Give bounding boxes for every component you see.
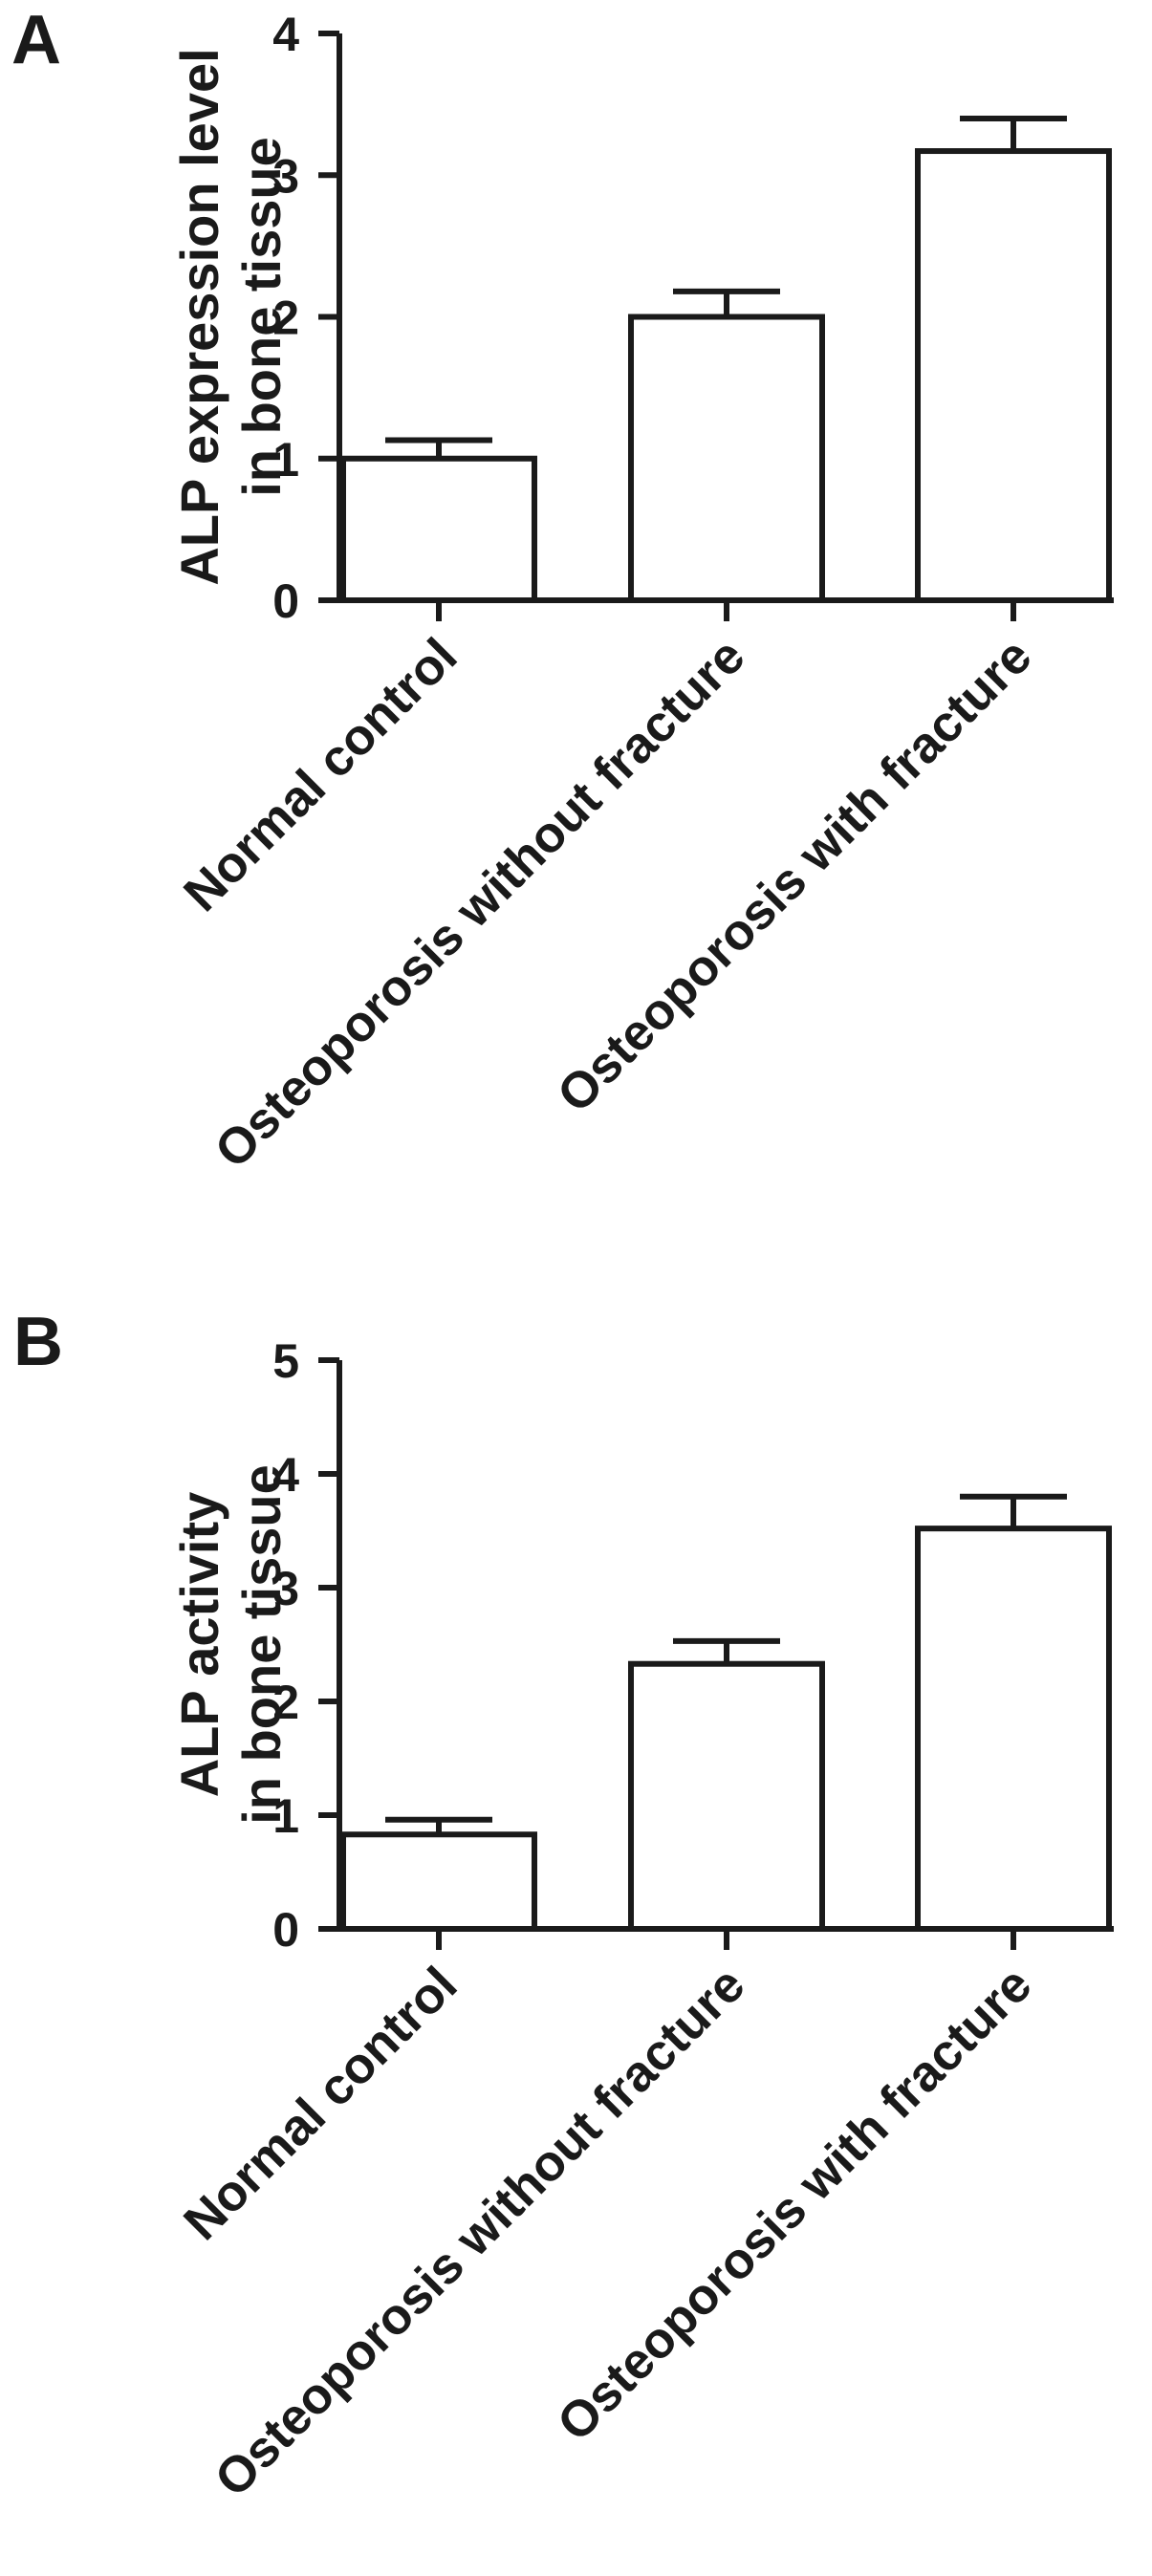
panel-a-y-axis-label: in bone tissue [231,137,292,497]
panel-a-y-axis-label: ALP expression level [169,48,229,585]
panel-b-y-tick-label: 3 [272,1562,299,1615]
panel-b-y-tick-label: 5 [272,1334,299,1388]
panel-b-bar [915,1526,1112,1932]
panel-b-y-axis-label: ALP activity [169,1492,229,1798]
panel-b-y-tick-label: 2 [272,1676,299,1729]
panel-a-bar [915,148,1112,604]
panel-a-y-tick-label: 2 [272,292,299,345]
panel-b-category-label: Normal control [173,1957,467,2251]
panel-a-category-label: Osteoporosis without fracture [205,628,756,1180]
panel-b-y-tick-label: 0 [272,1903,299,1957]
panel-a-y-tick-label: 4 [272,8,299,61]
panel-a-bar [340,455,537,603]
panel-b-y-axis-label: in bone tissue [231,1464,292,1825]
panel-b-category-label: Osteoporosis with fracture [547,1957,1043,2453]
panel-a-bar [628,314,825,603]
panel-a-y-tick-label: 0 [272,574,299,628]
panel-b-y-tick-label: 4 [272,1448,299,1502]
panel-a-y-tick-label: 3 [272,149,299,203]
panel-a-letter: A [11,2,61,78]
panel-a-category-label: Osteoporosis with fracture [547,628,1043,1124]
panel-b-bar [628,1660,825,1932]
panel-b-bar [340,1831,537,1932]
panel-b-letter: B [13,1304,63,1380]
panel-b-chart: B 0 1 2 3 4 5 ALP activity in bone tissue Normal… [13,1304,1114,2508]
panel-b-y-tick-label: 1 [272,1789,299,1843]
panel-a-category-label: Normal control [173,628,467,922]
panel-a-y-tick-label: 1 [272,433,299,487]
panel-b-category-label: Osteoporosis without fracture [205,1957,756,2508]
panel-a-chart: A 0 1 2 3 4 ALP expression level in bone tissu… [11,2,1114,1180]
